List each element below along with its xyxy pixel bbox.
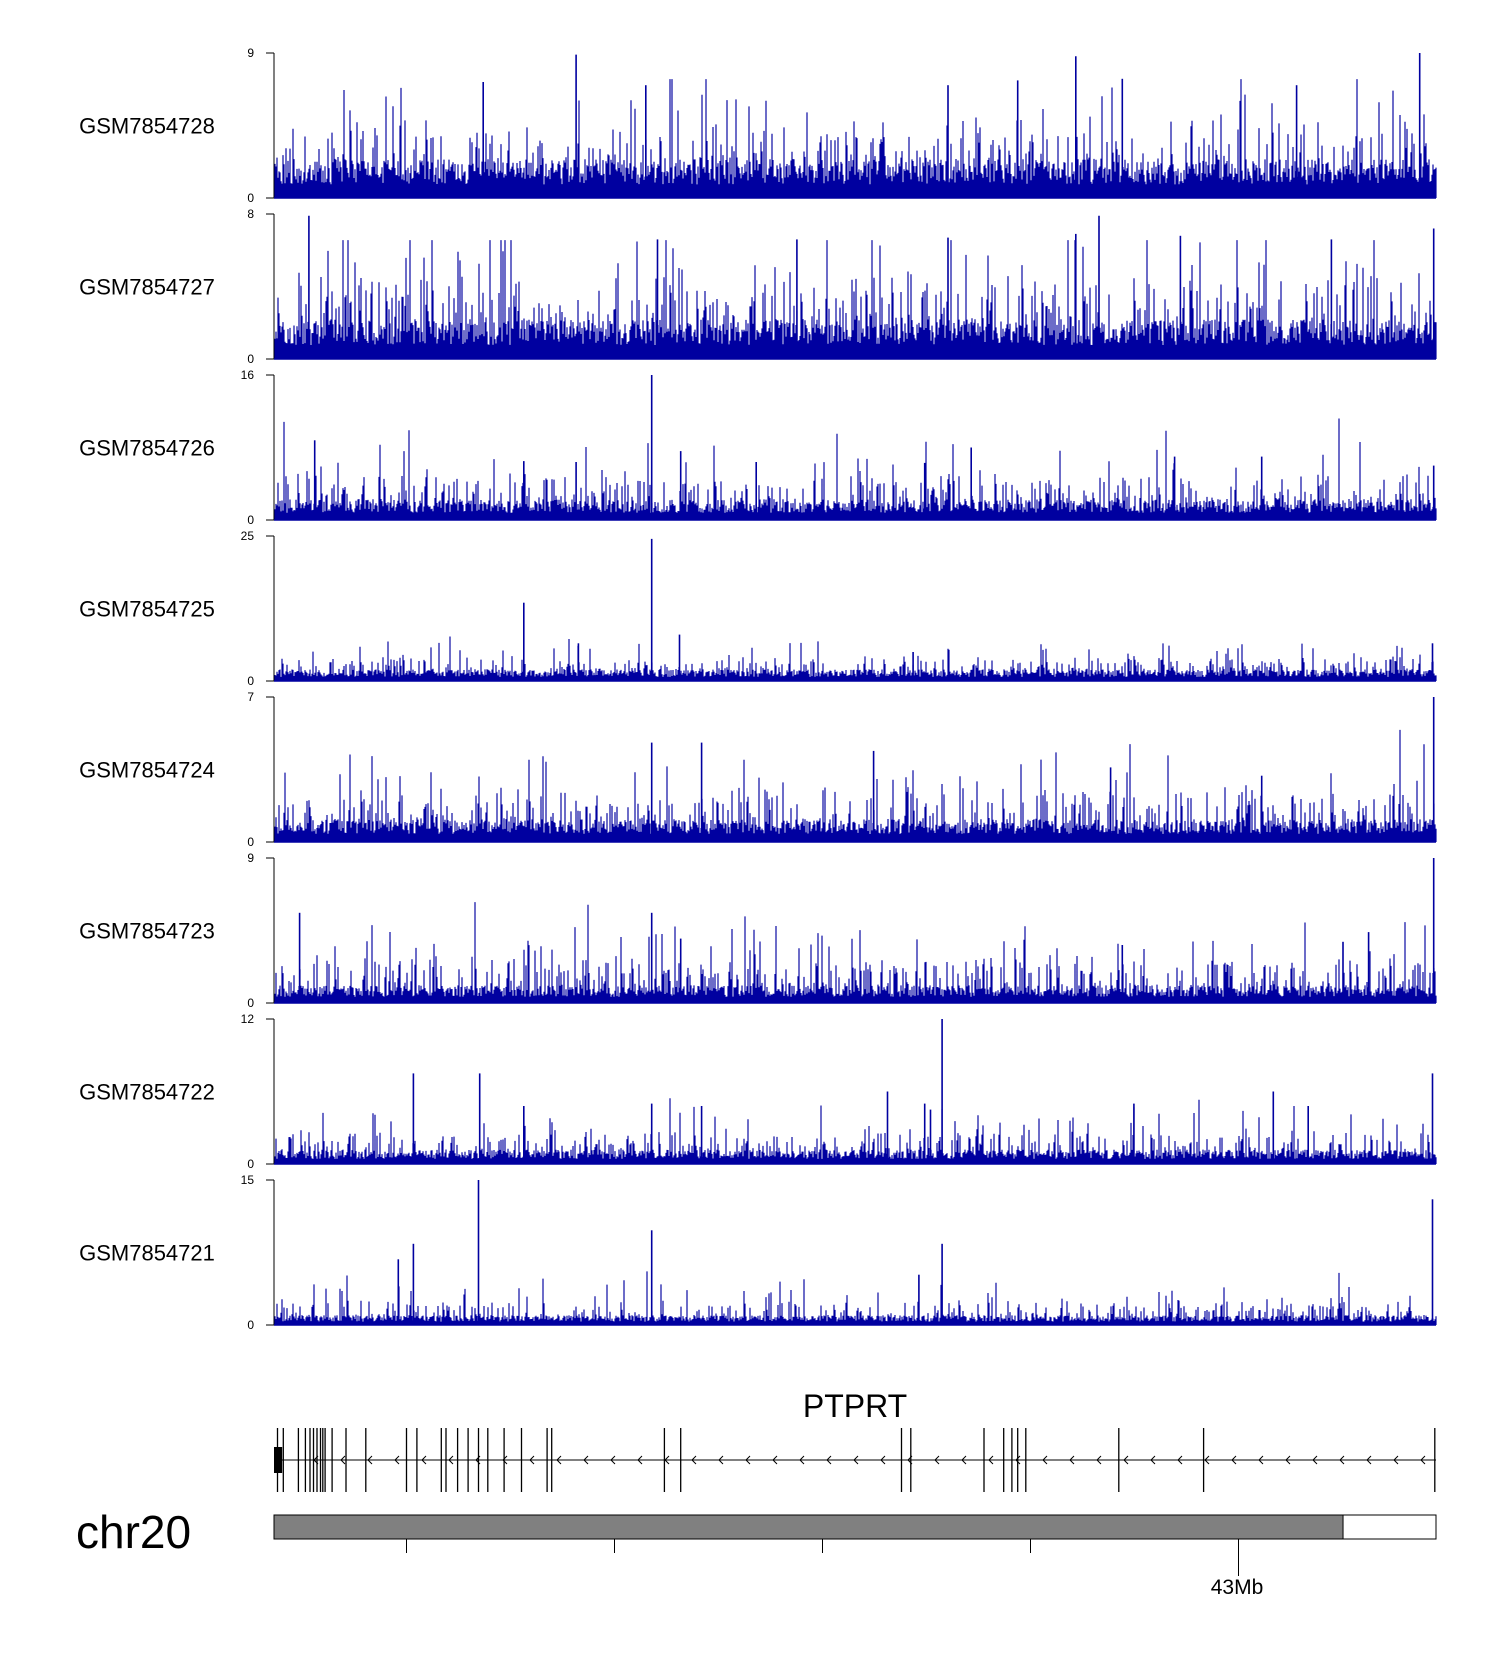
coverage-tracks: GSM785472890GSM785472780GSM7854726160GSM… (79, 46, 1437, 1332)
y-axis-max-label: 12 (241, 1012, 255, 1026)
track-GSM7854722: GSM7854722 12 0 (79, 1012, 1437, 1171)
strand-arrow (502, 1455, 508, 1465)
track-label: GSM7854723 (79, 919, 215, 944)
track-GSM7854728: GSM7854728 9 0 (79, 46, 1437, 205)
strand-arrow (340, 1455, 346, 1465)
strand-arrow (1096, 1455, 1102, 1465)
y-axis-min-label: 0 (247, 352, 254, 366)
y-axis-min-label: 0 (247, 835, 254, 849)
strand-arrow (610, 1455, 616, 1465)
strand-arrow (1150, 1455, 1156, 1465)
genome-axis (406, 1539, 1239, 1576)
strand-arrow (529, 1455, 535, 1465)
strand-arrow (718, 1455, 724, 1465)
y-axis-max-label: 9 (247, 851, 254, 865)
track-GSM7854725: GSM7854725 25 0 (79, 529, 1437, 688)
y-axis-min-label: 0 (247, 513, 254, 527)
strand-arrow (1312, 1455, 1318, 1465)
strand-arrow (772, 1455, 778, 1465)
y-axis-min-label: 0 (247, 674, 254, 688)
coverage-bars (274, 902, 1437, 1003)
track-label: GSM7854728 (79, 114, 215, 139)
strand-arrow (367, 1455, 373, 1465)
strand-arrow (1258, 1455, 1264, 1465)
chromosome-ideogram (273, 1514, 1437, 1540)
strand-arrow (961, 1455, 967, 1465)
strand-arrow (691, 1455, 697, 1465)
strand-arrow (988, 1455, 994, 1465)
ideogram-band (273, 1514, 1344, 1540)
strand-arrow (448, 1455, 454, 1465)
strand-arrow (1339, 1455, 1345, 1465)
y-axis-max-label: 8 (247, 207, 254, 221)
strand-arrow (637, 1455, 643, 1465)
track-GSM7854726: GSM7854726 16 0 (79, 368, 1437, 527)
track-label: GSM7854726 (79, 436, 215, 461)
coverage-bars (274, 418, 1437, 520)
y-axis-min-label: 0 (247, 1318, 254, 1332)
coverage-bars (274, 729, 1437, 842)
strand-arrow (394, 1455, 400, 1465)
track-label: GSM7854721 (79, 1241, 215, 1266)
track-label: GSM7854727 (79, 275, 215, 300)
strand-arrow (1177, 1455, 1183, 1465)
coverage-bars (274, 1271, 1437, 1325)
y-axis-max-label: 15 (241, 1173, 255, 1187)
axis-tick-label-43mb: 43Mb (1211, 1576, 1264, 1599)
y-axis-min-label: 0 (247, 996, 254, 1010)
track-label: GSM7854725 (79, 597, 215, 622)
track-label: GSM7854724 (79, 758, 215, 783)
y-axis-max-label: 25 (241, 529, 255, 543)
strand-arrow (1285, 1455, 1291, 1465)
strand-arrow (1015, 1455, 1021, 1465)
strand-arrow (1420, 1455, 1426, 1465)
strand-arrow (1204, 1455, 1210, 1465)
strand-arrow (853, 1455, 859, 1465)
strand-arrow (556, 1455, 562, 1465)
coverage-bars (274, 240, 1437, 359)
strand-arrow (1231, 1455, 1237, 1465)
strand-arrow (745, 1455, 751, 1465)
track-GSM7854724: GSM7854724 7 0 (79, 690, 1437, 849)
strand-arrow (1042, 1455, 1048, 1465)
y-axis-max-label: 16 (241, 368, 255, 382)
coverage-bars (274, 1098, 1437, 1164)
strand-arrow (583, 1455, 589, 1465)
strand-arrow (1393, 1455, 1399, 1465)
chromosome-label: chr20 (76, 1506, 191, 1558)
track-GSM7854721: GSM7854721 15 0 (79, 1173, 1437, 1332)
strand-arrow (880, 1455, 886, 1465)
strand-arrow (421, 1455, 427, 1465)
y-axis-max-label: 9 (247, 46, 254, 60)
track-GSM7854723: GSM7854723 9 0 (79, 851, 1437, 1010)
y-axis-min-label: 0 (247, 191, 254, 205)
strand-arrow (934, 1455, 940, 1465)
coverage-bars (274, 636, 1437, 681)
strand-arrow (799, 1455, 805, 1465)
track-label: GSM7854722 (79, 1080, 215, 1105)
gene-label: PTPRT (803, 1388, 907, 1424)
coverage-bars (274, 79, 1437, 198)
strand-arrow (1069, 1455, 1075, 1465)
track-GSM7854727: GSM7854727 8 0 (79, 207, 1437, 366)
gene-model-ptprt (274, 1428, 1436, 1492)
y-axis-min-label: 0 (247, 1157, 254, 1171)
strand-arrow (1123, 1455, 1129, 1465)
strand-arrow (826, 1455, 832, 1465)
y-axis-max-label: 7 (247, 690, 254, 704)
strand-arrow (1366, 1455, 1372, 1465)
